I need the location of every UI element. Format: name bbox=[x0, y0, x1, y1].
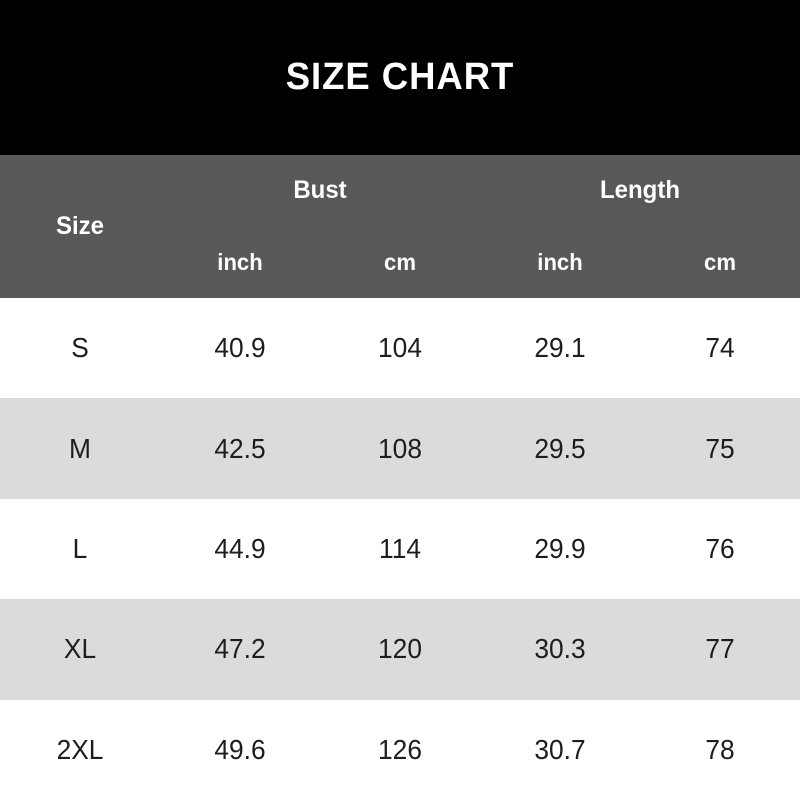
length-cm-value: 76 bbox=[705, 533, 735, 565]
column-header-bust-inch: inch bbox=[217, 248, 263, 275]
table-row-xl: XL 47.2 120 30.3 77 bbox=[0, 599, 800, 700]
title-banner: SIZE CHART bbox=[0, 0, 800, 155]
table-row-l: L 44.9 114 29.9 76 bbox=[0, 499, 800, 599]
size-label: M bbox=[69, 432, 91, 464]
bust-cm-value: 104 bbox=[378, 332, 422, 364]
column-header-size: Size bbox=[55, 212, 105, 240]
size-label: XL bbox=[63, 633, 97, 665]
table-header: Size Bust Length inch cm inch cm bbox=[0, 155, 800, 298]
length-inch-value: 30.7 bbox=[534, 733, 586, 765]
bust-inch-value: 42.5 bbox=[214, 432, 266, 464]
bust-inch-value: 44.9 bbox=[214, 533, 266, 565]
length-inch-value: 29.9 bbox=[534, 533, 586, 565]
table-body: S 40.9 104 29.1 74 M 42.5 108 29.5 75 L … bbox=[0, 298, 800, 800]
length-cm-value: 78 bbox=[705, 733, 735, 765]
table-row-s: S 40.9 104 29.1 74 bbox=[0, 298, 800, 398]
column-group-length: Length bbox=[599, 176, 680, 205]
column-header-length-inch: inch bbox=[537, 248, 583, 275]
bust-inch-value: 40.9 bbox=[214, 332, 266, 364]
column-group-bust: Bust bbox=[293, 176, 347, 205]
length-cm-value: 75 bbox=[705, 432, 735, 464]
page-title: SIZE CHART bbox=[285, 56, 515, 98]
bust-inch-value: 47.2 bbox=[214, 633, 266, 665]
size-label: 2XL bbox=[56, 733, 104, 765]
length-cm-value: 77 bbox=[705, 633, 735, 665]
length-inch-value: 29.1 bbox=[534, 332, 586, 364]
size-label: L bbox=[72, 533, 88, 565]
table-row-2xl: 2XL 49.6 126 30.7 78 bbox=[0, 700, 800, 800]
column-header-bust-cm: cm bbox=[384, 248, 416, 275]
length-cm-value: 74 bbox=[705, 332, 735, 364]
column-header-length-cm: cm bbox=[704, 248, 736, 275]
bust-cm-value: 120 bbox=[378, 633, 422, 665]
size-label: S bbox=[71, 332, 89, 364]
length-inch-value: 29.5 bbox=[534, 432, 586, 464]
bust-cm-value: 108 bbox=[378, 432, 422, 464]
bust-inch-value: 49.6 bbox=[214, 733, 266, 765]
bust-cm-value: 126 bbox=[378, 733, 422, 765]
bust-cm-value: 114 bbox=[379, 533, 421, 565]
table-row-m: M 42.5 108 29.5 75 bbox=[0, 398, 800, 499]
length-inch-value: 30.3 bbox=[534, 633, 586, 665]
